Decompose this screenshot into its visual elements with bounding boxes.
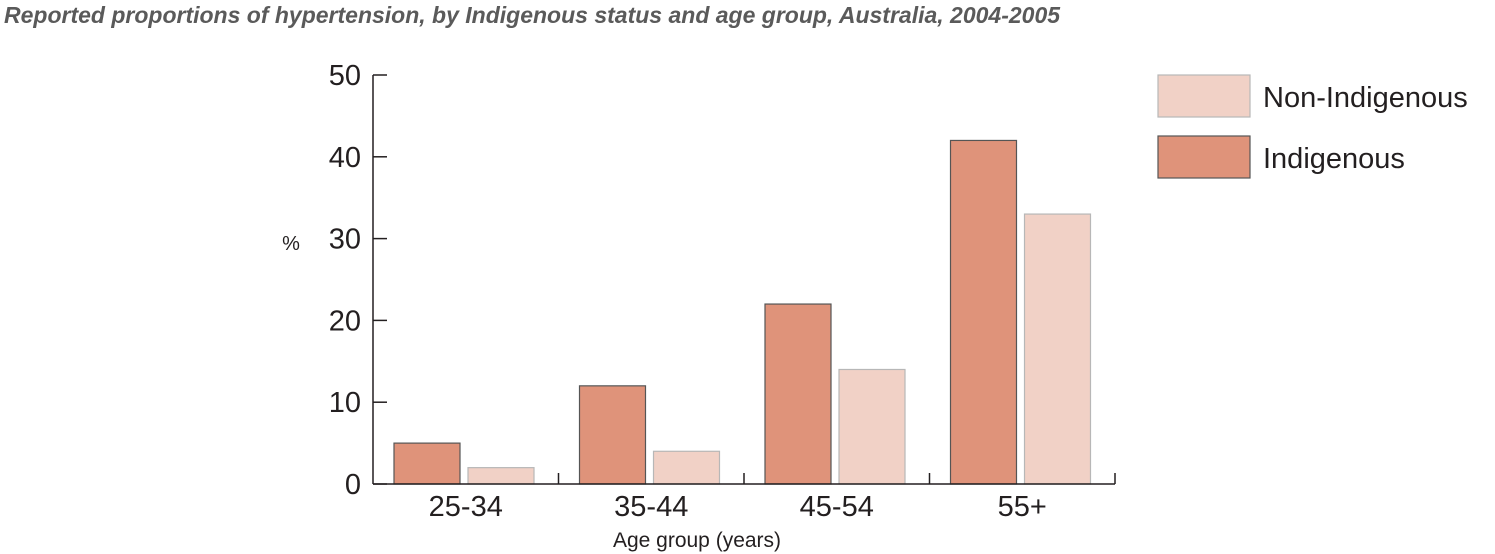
bar-indigenous-55- [949,139,1018,485]
x-axis-ticks: 25-34 35-44 45-54 55+ [429,473,1116,523]
bar-indigenous-25-34 [393,442,461,485]
y-tick-label: 40 [329,142,361,174]
legend-label-indigenous: Indigenous [1263,143,1405,175]
y-tick-label: 10 [329,387,361,419]
bar-indigenous-45-54 [764,303,832,485]
y-tick-label: 0 [345,469,361,501]
bar-non-indigenous-35-44 [652,450,721,485]
x-tick-label: 55+ [998,491,1047,523]
y-axis-label: % [282,233,300,255]
bar-non-indigenous-55- [1023,213,1092,485]
y-tick-label: 50 [329,60,361,92]
legend: Non-Indigenous Indigenous [1157,74,1468,179]
y-tick-label: 30 [329,224,361,256]
bar-non-indigenous-45-54 [838,368,906,485]
x-tick-label: 25-34 [429,491,503,523]
legend-label-non-indigenous: Non-Indigenous [1263,82,1468,114]
bar-indigenous-35-44 [578,385,647,485]
x-tick-label: 45-54 [800,491,874,523]
y-axis-ticks: 0 10 20 30 40 50 [329,60,387,501]
legend-swatch-non-indigenous [1157,74,1251,118]
y-tick-label: 20 [329,305,361,337]
bars [393,139,1092,485]
x-tick-label: 35-44 [614,491,688,523]
bar-non-indigenous-25-34 [467,467,535,485]
legend-swatch-indigenous [1157,135,1251,179]
x-axis-label: Age group (years) [613,529,781,552]
chart-title: Reported proportions of hypertension, by… [4,2,1061,28]
